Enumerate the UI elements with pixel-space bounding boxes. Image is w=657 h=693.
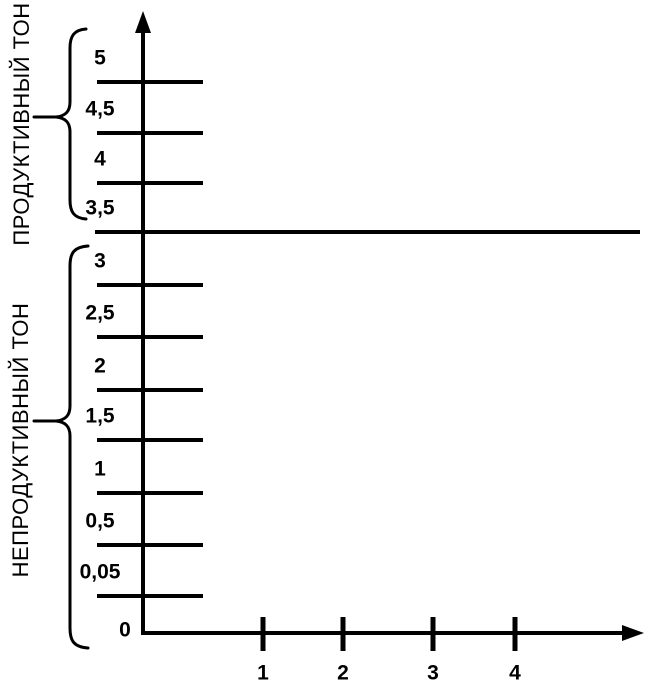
y-tick-label: 3,5 <box>85 196 115 220</box>
y-tick-label: 3 <box>94 249 106 273</box>
y-tick-label: 0 <box>119 618 131 642</box>
x-tick-label: 1 <box>257 661 269 685</box>
x-tick-label: 4 <box>509 661 521 685</box>
y-tick-label: 1 <box>94 457 106 481</box>
tick-lines-group <box>95 80 640 651</box>
y-tick-label: 2,5 <box>85 301 115 325</box>
x-tick-label: 2 <box>337 661 349 685</box>
y-tick-label: 5 <box>94 46 106 70</box>
y-tick-label: 0,5 <box>85 509 115 533</box>
brace-nonproductive-zone-icon <box>32 244 90 650</box>
brace-productive-zone-icon <box>32 27 88 221</box>
y-tick-label: 2 <box>94 354 106 378</box>
productive-zone-label: ПРОДУКТИВНЫЙ ТОН <box>9 2 34 246</box>
y-tick-label: 0,05 <box>79 560 121 584</box>
nonproductive-zone-label: НЕПРОДУКТИВНЫЙ ТОН <box>8 302 33 578</box>
y-axis-arrow-icon <box>135 11 151 33</box>
y-tick-label: 4 <box>94 147 106 171</box>
y-tick-label: 4,5 <box>85 97 115 121</box>
y-tick-label: 1,5 <box>85 404 115 428</box>
x-axis-arrow-icon <box>622 625 644 641</box>
x-tick-label: 3 <box>427 661 439 685</box>
